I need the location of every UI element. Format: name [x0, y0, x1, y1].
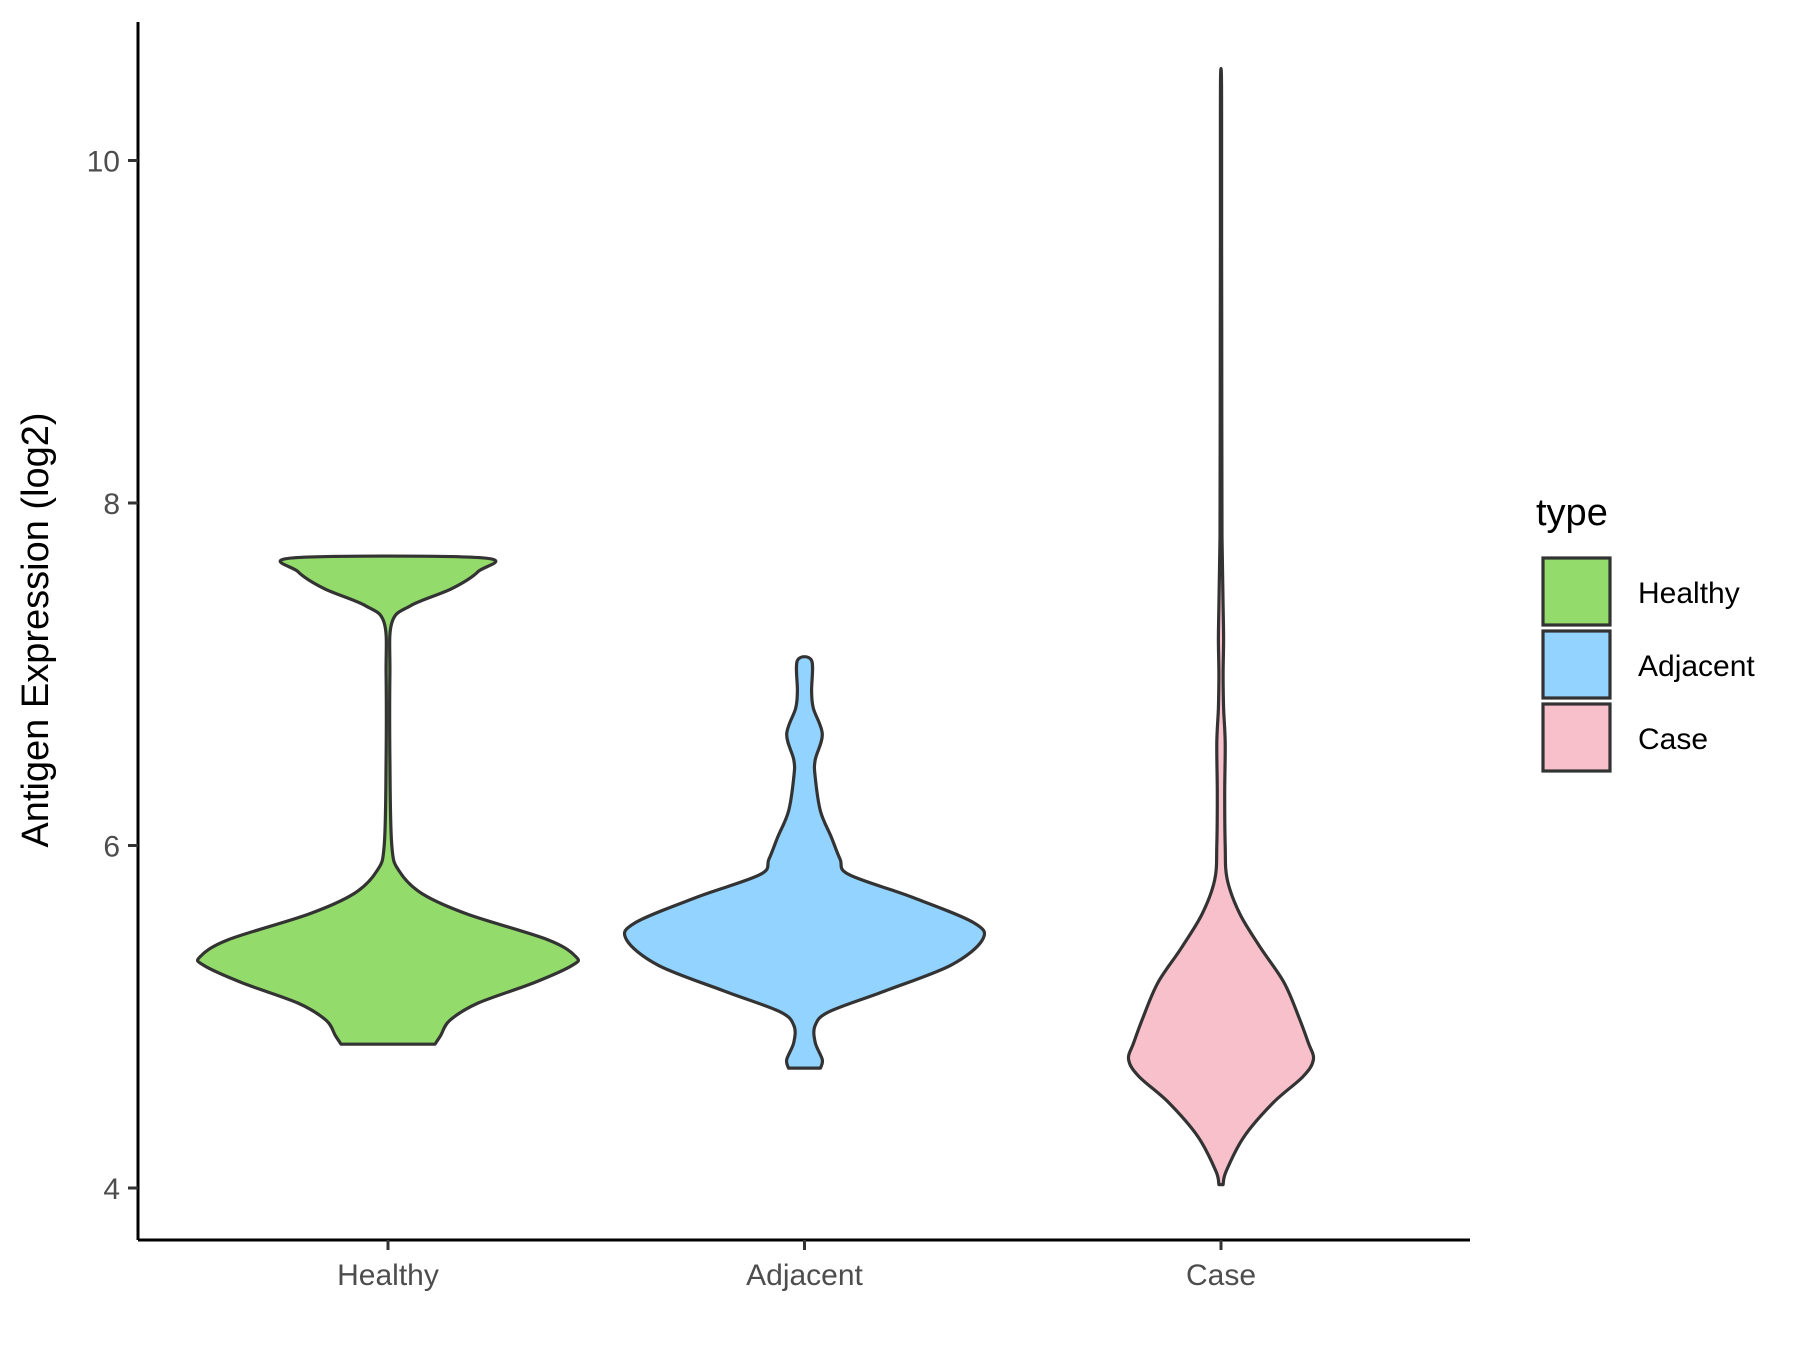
y-tick-label: 6 — [103, 831, 120, 864]
legend-swatch-case — [1541, 702, 1612, 773]
legend-swatch-healthy — [1541, 556, 1612, 627]
legend: type Healthy Adjacent Case — [1536, 492, 1755, 773]
y-tick-label: 10 — [87, 146, 120, 179]
violin-adjacent — [622, 655, 987, 1070]
violin-layer — [196, 66, 1316, 1187]
x-tick-label-case: Case — [1186, 1259, 1256, 1292]
y-tick-label: 8 — [103, 488, 120, 521]
y-tick-label: 4 — [103, 1173, 120, 1206]
legend-title: type — [1536, 492, 1608, 534]
violin-healthy — [196, 554, 580, 1046]
legend-label-case: Case — [1638, 723, 1708, 756]
x-tick-label-healthy: Healthy — [337, 1259, 439, 1292]
legend-label-healthy: Healthy — [1638, 577, 1740, 610]
legend-label-adjacent: Adjacent — [1638, 650, 1755, 683]
y-axis-title: Antigen Expression (log2) — [15, 412, 57, 847]
legend-items: Healthy Adjacent Case — [1541, 556, 1755, 773]
axes: 4 6 8 10 Healthy Adjacent Case — [87, 22, 1470, 1292]
violin-case — [1126, 66, 1316, 1187]
x-tick-label-adjacent: Adjacent — [746, 1259, 863, 1292]
legend-swatch-adjacent — [1541, 629, 1612, 700]
